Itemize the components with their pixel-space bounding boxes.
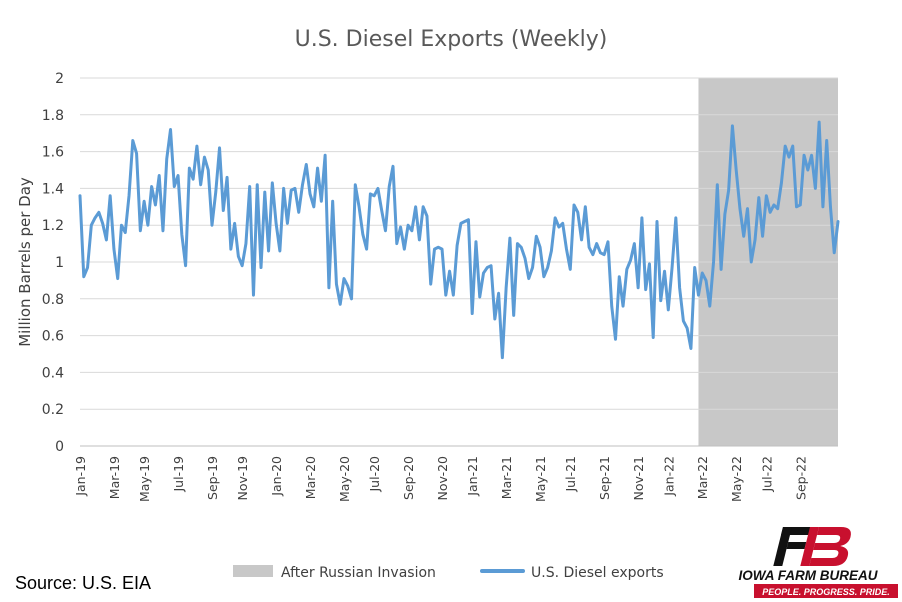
x-tick-labels: Jan-19 Mar-19 May-19 Jul-19 Sep-19 Nov-19 Jan-… — [73, 456, 808, 502]
x-tick-label: Jan-20 — [269, 456, 284, 497]
y-tick-label: 1.8 — [42, 108, 64, 124]
x-tick-label: Sep-19 — [205, 456, 220, 500]
x-tick-label: May-22 — [729, 456, 744, 502]
x-tick-label: Sep-21 — [597, 456, 612, 500]
y-tick-label: 1.4 — [42, 181, 64, 197]
x-tick-label: Mar-22 — [695, 456, 710, 499]
x-tick-label: Mar-21 — [499, 456, 514, 499]
brand-tagline-bar — [754, 584, 898, 598]
y-tick-label: 1.2 — [42, 218, 64, 234]
x-tick-label: Sep-20 — [401, 456, 416, 500]
x-tick-label: Nov-20 — [435, 456, 450, 501]
series-layer — [78, 120, 840, 360]
x-tick-label: May-21 — [533, 456, 548, 502]
y-axis-label: Million Barrels per Day — [16, 177, 34, 347]
y-tick-label: 0.4 — [42, 365, 64, 381]
legend-shade-swatch — [233, 565, 273, 577]
legend-line-label: U.S. Diesel exports — [531, 565, 664, 581]
y-tick-label: 1 — [55, 255, 64, 271]
x-tick-label: Nov-19 — [235, 456, 250, 501]
x-tick-label: Sep-22 — [793, 456, 808, 500]
x-tick-label: May-19 — [137, 456, 152, 502]
legend: After Russian Invasion U.S. Diesel expor… — [233, 565, 664, 581]
series-line-diesel-exports — [78, 120, 840, 360]
y-tick-label: 1.6 — [42, 145, 64, 161]
y-tick-label: 0.2 — [42, 402, 64, 418]
iowa-farm-bureau-logo: IOWA FARM BUREAU PEOPLE. PROGRESS. PRIDE… — [739, 527, 898, 598]
x-tick-label: Nov-21 — [631, 456, 646, 500]
x-tick-label: Jul-20 — [367, 456, 382, 493]
x-tick-label: Mar-19 — [107, 456, 122, 499]
brand-tagline: PEOPLE. PROGRESS. PRIDE. — [762, 587, 890, 597]
y-tick-label: 2 — [55, 71, 64, 87]
brand-name: IOWA FARM BUREAU — [739, 568, 879, 583]
source-note: Source: U.S. EIA — [15, 573, 151, 593]
fb-mark — [773, 527, 851, 566]
chart-title: U.S. Diesel Exports (Weekly) — [295, 27, 608, 52]
y-tick-label: 0 — [55, 439, 64, 455]
grid-layer — [80, 77, 838, 447]
x-tick-label: Jul-19 — [171, 456, 186, 493]
y-tick-label: 0.6 — [42, 329, 64, 345]
x-tick-label: Jan-22 — [661, 456, 676, 497]
x-tick-label: Jan-21 — [465, 456, 480, 497]
y-tick-label: 0.8 — [42, 292, 64, 308]
legend-shade-label: After Russian Invasion — [281, 565, 436, 581]
x-tick-label: Mar-20 — [303, 456, 318, 499]
x-tick-label: Jul-21 — [563, 456, 578, 493]
x-tick-label: May-20 — [337, 456, 352, 502]
x-tick-label: Jan-19 — [73, 456, 88, 497]
y-tick-labels: 0 0.2 0.4 0.6 0.8 1 1.2 1.4 1.6 1.8 2 — [42, 71, 64, 455]
x-tick-label: Jul-22 — [759, 456, 774, 493]
